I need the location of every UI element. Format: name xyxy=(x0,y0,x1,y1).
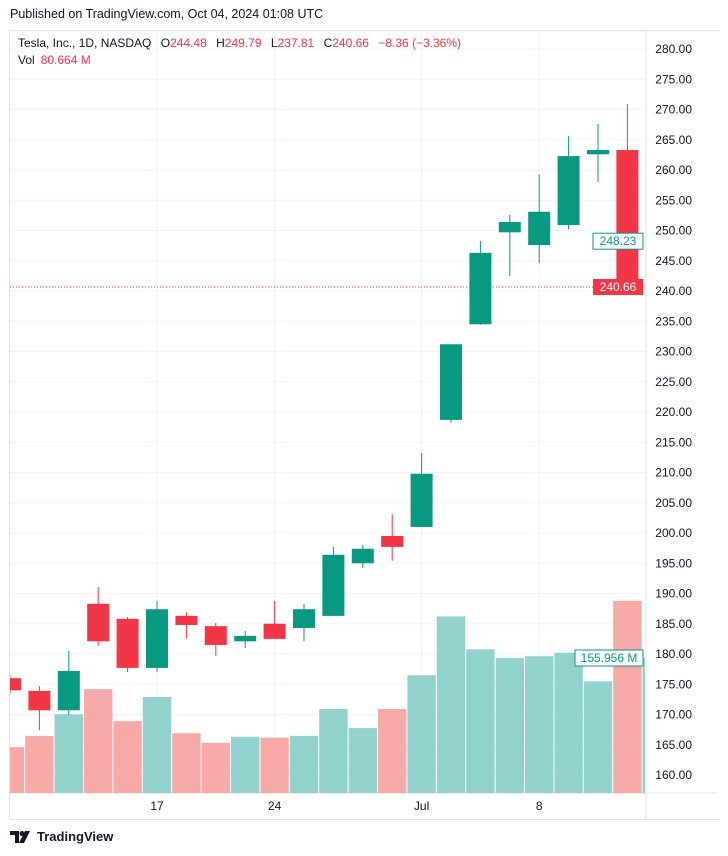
y-tick-label: 210.00 xyxy=(655,466,692,480)
y-tick-label: 190.00 xyxy=(655,587,692,601)
volume-bar xyxy=(84,689,113,793)
candle-body xyxy=(175,615,198,625)
volume-bar xyxy=(231,736,260,793)
y-tick-label: 230.00 xyxy=(655,345,692,359)
symbol-title: Tesla, Inc., 1D, NASDAQ xyxy=(18,36,152,50)
volume-bar xyxy=(495,657,524,793)
close-label: C xyxy=(323,36,333,50)
close-value: 240.66 xyxy=(332,36,369,50)
y-tick-label: 250.00 xyxy=(655,224,692,238)
volume-bar xyxy=(554,652,583,793)
tradingview-logo[interactable]: TradingView xyxy=(10,829,113,844)
open-value: 244.48 xyxy=(170,36,207,50)
y-tick-label: 200.00 xyxy=(655,526,692,540)
last-price-badge xyxy=(593,279,643,296)
volume-bar xyxy=(319,709,348,793)
high-label: H xyxy=(216,36,225,50)
candle-body xyxy=(263,623,286,639)
volume-label: Vol xyxy=(18,53,35,67)
y-tick-label: 245.00 xyxy=(655,254,692,268)
volume-bar xyxy=(289,735,319,793)
open-label: O xyxy=(160,36,171,50)
volume-bar xyxy=(54,714,83,793)
volume-bar xyxy=(583,681,613,793)
y-tick-label: 275.00 xyxy=(655,72,692,86)
candle-body xyxy=(616,150,639,285)
volume-bar xyxy=(525,656,554,793)
volume-bar xyxy=(25,735,54,793)
published-caption: Published on TradingView.com, Oct 04, 20… xyxy=(10,7,324,21)
y-tick-label: 240.00 xyxy=(655,284,692,298)
y-tick-label: 265.00 xyxy=(655,133,692,147)
volume-badge-label: 155.956 M xyxy=(581,651,638,665)
candle-body xyxy=(498,222,521,233)
volume-bar xyxy=(378,709,407,793)
change-value: −8.36 (−3.36%) xyxy=(378,36,462,50)
candle-body xyxy=(10,678,21,691)
candle-body xyxy=(410,473,433,527)
volume-bar xyxy=(436,616,466,793)
y-tick-label: 165.00 xyxy=(655,738,692,752)
candle-body xyxy=(587,150,609,155)
chart-legend: Tesla, Inc., 1D, NASDAQ O244.48 H249.79 … xyxy=(18,35,461,69)
volume-badge xyxy=(574,649,644,667)
y-tick-label: 205.00 xyxy=(655,496,692,510)
candle-body xyxy=(234,635,257,642)
y-tick-label: 195.00 xyxy=(655,556,692,570)
volume-bar xyxy=(642,657,645,793)
volume-bar xyxy=(466,649,495,793)
tradingview-brand: TradingView xyxy=(37,829,114,844)
volume-bar xyxy=(613,600,642,793)
x-tick-label: 17 xyxy=(150,799,164,813)
volume-bar xyxy=(260,737,289,793)
y-tick-label: 255.00 xyxy=(655,193,692,207)
low-label: L xyxy=(270,36,278,50)
y-tick-label: 180.00 xyxy=(655,647,692,661)
candle-body xyxy=(528,211,551,246)
candle-body xyxy=(204,626,227,645)
candle-body xyxy=(87,603,110,642)
last-bar-badge xyxy=(592,232,644,250)
candle-body xyxy=(469,252,492,325)
candle-body xyxy=(557,156,580,226)
y-tick-label: 175.00 xyxy=(655,677,692,691)
y-tick-label: 215.00 xyxy=(655,435,692,449)
y-tick-label: 270.00 xyxy=(655,103,692,117)
y-tick-label: 260.00 xyxy=(655,163,692,177)
candle-body xyxy=(146,609,168,668)
high-value: 249.79 xyxy=(224,36,262,50)
candle-body xyxy=(322,554,345,616)
volume-bar xyxy=(201,742,230,793)
volume-bar xyxy=(407,675,436,793)
x-tick-label: 8 xyxy=(536,799,543,813)
y-tick-label: 170.00 xyxy=(655,708,692,722)
y-tick-label: 280.00 xyxy=(655,42,692,56)
tradingview-logo-icon xyxy=(10,830,30,843)
candle-body xyxy=(293,609,315,628)
x-tick-label: 24 xyxy=(268,799,282,813)
y-tick-label: 235.00 xyxy=(655,314,692,328)
candle-body xyxy=(57,670,80,711)
candle-body xyxy=(440,344,462,420)
volume-bar xyxy=(142,696,172,793)
y-tick-label: 220.00 xyxy=(655,405,692,419)
low-value: 237.81 xyxy=(277,36,315,50)
volume-value: 80.664 M xyxy=(40,53,91,67)
candle-body xyxy=(381,536,404,547)
volume-bar xyxy=(113,721,142,793)
candle-body xyxy=(116,618,139,668)
y-tick-label: 185.00 xyxy=(655,617,692,631)
volume-bar xyxy=(172,733,201,793)
y-tick-label: 160.00 xyxy=(655,768,692,782)
chart-frame xyxy=(9,30,719,820)
volume-bar xyxy=(10,747,25,793)
candle-body xyxy=(351,548,374,564)
last-price-label: 240.66 xyxy=(600,280,637,294)
y-tick-label: 225.00 xyxy=(655,375,692,389)
x-tick-label: Jul xyxy=(414,799,429,813)
candle-body xyxy=(28,690,51,711)
last-bar-label: 248.23 xyxy=(600,234,637,248)
volume-bar xyxy=(348,728,377,793)
